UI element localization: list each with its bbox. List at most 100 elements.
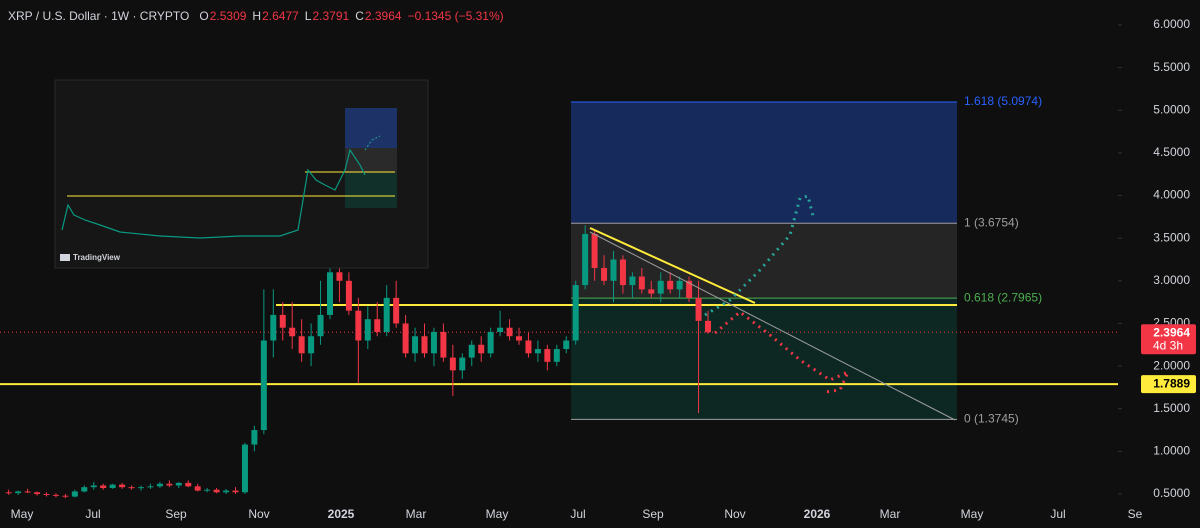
- header: XRP / U.S. Dollar · 1W · CRYPTO O 2.5309 H 2…: [8, 9, 504, 23]
- candle-body: [289, 327, 296, 337]
- x-tick-label: Mar: [880, 507, 901, 521]
- inset-box: [345, 148, 397, 173]
- candle-body: [364, 319, 371, 341]
- change: −0.1345 (−5.31%): [408, 9, 504, 23]
- candle-body: [52, 494, 59, 496]
- candle-body: [15, 491, 22, 494]
- plot: 1.618 (5.0974) 1 (3.6754) 0.618 (2.7965) 0 …: [0, 94, 1118, 499]
- fib-zone: [571, 101, 957, 224]
- inset: TradingView: [54, 79, 429, 269]
- y-tick-label: 3.0000: [1153, 273, 1190, 287]
- candle-body: [34, 492, 41, 494]
- x-tick-label: Mar: [406, 507, 427, 521]
- candle-body: [412, 336, 419, 354]
- candle-body: [648, 289, 655, 294]
- candle-body: [336, 272, 343, 281]
- x-tick-label: May: [961, 507, 984, 521]
- candle-body: [402, 323, 409, 354]
- candle-body: [601, 268, 608, 281]
- trendline: [589, 227, 756, 304]
- candle-body: [383, 297, 390, 332]
- x-tick-label: Jul: [85, 507, 100, 521]
- candle-body: [147, 486, 154, 488]
- candle-body: [317, 314, 324, 337]
- y-tick-label: 5.5000: [1153, 60, 1190, 74]
- candle-body: [327, 272, 333, 315]
- inset-box: [345, 108, 397, 148]
- inset-logo: [60, 254, 70, 261]
- ohlc-value: 2.6477: [262, 9, 299, 23]
- x-tick-label: May: [11, 507, 34, 521]
- candle-body: [563, 340, 570, 350]
- candle-body: [449, 357, 456, 371]
- candle-body: [345, 280, 352, 311]
- candle-body: [393, 297, 400, 324]
- ohlc-label: O: [199, 9, 208, 23]
- candle-body: [166, 483, 173, 486]
- trendline: [589, 231, 956, 421]
- inset-price: [61, 148, 366, 239]
- fib-label: 0.618 (2.7965): [964, 290, 1042, 304]
- candle-body: [459, 357, 466, 371]
- candle-body: [544, 349, 551, 362]
- ohlc-value: 2.3791: [312, 9, 349, 23]
- projection-up: [704, 194, 816, 317]
- y-tick-label: 3.5000: [1153, 230, 1190, 244]
- candle-body: [5, 492, 12, 494]
- fib-label: 1.618 (5.0974): [964, 94, 1042, 108]
- ohlc-label: C: [355, 9, 364, 23]
- y-tick-label: 6.0000: [1153, 17, 1190, 31]
- x-tick-label: Sep: [165, 507, 187, 521]
- candle-body: [695, 297, 702, 321]
- candle-body: [241, 444, 248, 493]
- candle-body: [497, 327, 504, 332]
- y-tick-label: 4.5000: [1153, 145, 1190, 159]
- candle-body: [43, 494, 50, 495]
- price-tag-sub: 4d 3h: [1153, 338, 1183, 352]
- x-tick-label: Sep: [642, 507, 664, 521]
- candle-body: [591, 233, 598, 269]
- candle-body: [185, 482, 192, 487]
- candle-body: [204, 489, 211, 491]
- y-tick-label: 4.0000: [1153, 188, 1190, 202]
- candle-body: [676, 280, 683, 290]
- candle-body: [355, 310, 362, 341]
- candle-body: [128, 487, 135, 489]
- candle-body: [525, 340, 532, 354]
- candle-body: [279, 314, 286, 328]
- candle-body: [478, 344, 485, 354]
- candle-body: [251, 430, 258, 445]
- inset-brand: TradingView: [73, 253, 121, 262]
- y-tick-label: 0.5000: [1153, 486, 1190, 500]
- candle-body: [572, 285, 579, 341]
- fib-zone: [571, 298, 957, 420]
- x-tick-label: May: [486, 507, 509, 521]
- candle-body: [619, 259, 626, 286]
- candle-body: [223, 490, 230, 493]
- ohlc-value: 2.3964: [365, 9, 402, 23]
- price-tag-label: 2.3964: [1153, 325, 1190, 339]
- candle-body: [657, 280, 664, 294]
- inset-box: [345, 173, 397, 208]
- candle-body: [100, 485, 107, 489]
- price-tag: [1141, 375, 1196, 394]
- y-tick-label: 1.5000: [1153, 401, 1190, 415]
- x-tick-label: 2026: [804, 507, 831, 521]
- candle-body: [610, 259, 617, 281]
- candle-body: [138, 487, 144, 489]
- candle-body: [213, 489, 220, 493]
- candle-body: [24, 491, 31, 493]
- candle-body: [430, 331, 437, 354]
- candle-body: [629, 276, 636, 286]
- candle-body: [487, 331, 494, 354]
- fib-label: 1 (3.6754): [964, 215, 1019, 229]
- candle-body: [109, 484, 116, 489]
- projection-down: [714, 310, 851, 394]
- candle-body: [308, 336, 315, 354]
- candle-body: [582, 233, 589, 286]
- candle-body: [194, 486, 201, 491]
- candle-body: [705, 320, 711, 333]
- x-tick-label: Nov: [248, 507, 269, 521]
- candle-body: [71, 491, 78, 497]
